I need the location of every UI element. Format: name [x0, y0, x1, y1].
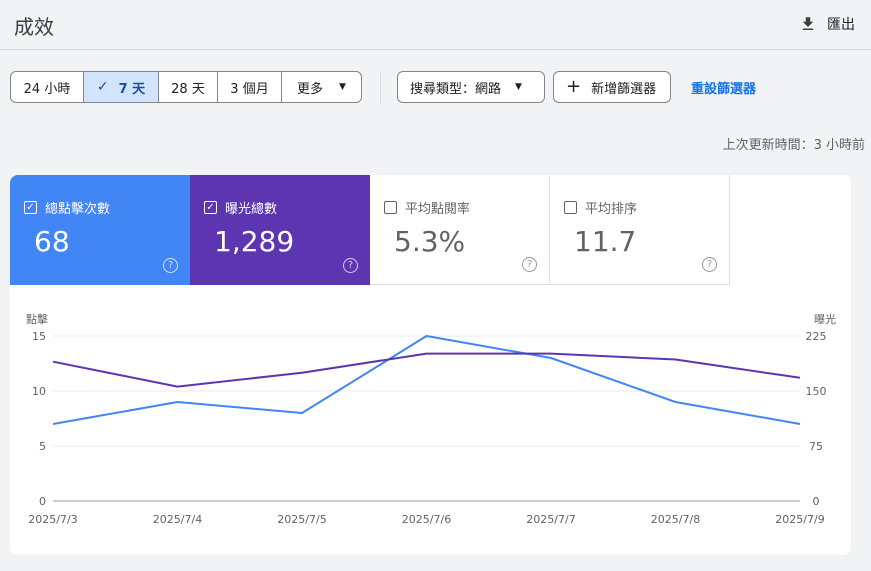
help-icon[interactable]: ? — [163, 258, 178, 273]
date-range-more[interactable]: 更多 ▼ — [282, 72, 361, 102]
metric-average-position[interactable]: 平均排序 11.7 ? — [550, 175, 730, 285]
metric-label-row: ✓ 總點擊次數 — [24, 198, 110, 217]
search-type-dropdown[interactable]: 搜尋類型：網路 ▼ — [397, 71, 545, 103]
date-range-label: 更多 — [297, 81, 324, 97]
x-tick-label: 2025/7/6 — [402, 513, 451, 526]
export-button[interactable]: 匯出 — [799, 10, 855, 38]
metric-value: 1,289 — [214, 225, 295, 258]
y-tick-label-right: 150 — [806, 385, 827, 398]
date-range-3m[interactable]: 3 個月 — [218, 72, 282, 102]
date-range-7d[interactable]: ✓ 7 天 — [84, 72, 159, 102]
metric-value: 5.3% — [394, 225, 466, 258]
divider — [380, 71, 381, 103]
help-icon[interactable]: ? — [702, 257, 717, 272]
x-tick-label: 2025/7/4 — [153, 513, 202, 526]
date-range-28d[interactable]: 28 天 — [159, 72, 218, 102]
y-tick-label-right: 225 — [806, 330, 827, 343]
series-line — [52, 352, 801, 388]
y-tick-label-left: 15 — [32, 330, 46, 343]
x-tick-label: 2025/7/7 — [526, 513, 575, 526]
metric-total-clicks[interactable]: ✓ 總點擊次數 68 ? — [10, 175, 190, 285]
y-tick-label-left: 10 — [32, 385, 46, 398]
add-filter-button[interactable]: + 新增篩選器 — [553, 71, 671, 103]
checkbox-unchecked-icon[interactable] — [384, 201, 397, 214]
help-icon[interactable]: ? — [522, 257, 537, 272]
x-tick-label: 2025/7/8 — [651, 513, 700, 526]
metric-label: 平均點閱率 — [405, 202, 471, 217]
metric-value: 68 — [34, 225, 70, 258]
metric-label: 總點擊次數 — [45, 202, 111, 217]
x-tick-label: 2025/7/5 — [277, 513, 326, 526]
performance-card: ✓ 總點擊次數 68 ? ✓ 曝光總數 1,289 ? 平均點閱率 5.3% ? — [10, 175, 851, 555]
plus-icon: + — [566, 76, 582, 97]
page-title: 成效 — [14, 15, 54, 39]
checkbox-checked-icon[interactable]: ✓ — [24, 201, 37, 214]
x-tick-label: 2025/7/9 — [775, 513, 824, 526]
date-range-label: 7 天 — [118, 81, 146, 97]
caret-down-icon: ▼ — [339, 82, 346, 92]
checkbox-unchecked-icon[interactable] — [564, 201, 577, 214]
date-range-24h[interactable]: 24 小時 — [11, 72, 84, 102]
export-label: 匯出 — [827, 17, 855, 33]
series-line — [52, 335, 801, 425]
y-axis-label-left: 點擊 — [26, 312, 48, 326]
date-range-label: 24 小時 — [23, 81, 71, 97]
y-tick-label-right: 0 — [813, 495, 820, 508]
filter-bar: 24 小時 ✓ 7 天 28 天 3 個月 更多 ▼ 搜尋類型：網路 ▼ + 新… — [10, 71, 756, 103]
metric-label-row: ✓ 曝光總數 — [204, 198, 277, 217]
y-tick-label-left: 0 — [39, 495, 46, 508]
reset-filters-link[interactable]: 重設篩選器 — [691, 81, 757, 97]
caret-down-icon: ▼ — [515, 82, 522, 92]
metric-total-impressions[interactable]: ✓ 曝光總數 1,289 ? — [190, 175, 370, 285]
y-tick-label-left: 5 — [39, 440, 46, 453]
add-filter-label: 新增篩選器 — [591, 81, 657, 97]
metric-average-ctr[interactable]: 平均點閱率 5.3% ? — [370, 175, 550, 285]
metric-label: 曝光總數 — [225, 202, 278, 217]
y-tick-label-right: 75 — [809, 440, 823, 453]
page-header: 成效 匯出 — [0, 0, 871, 50]
date-range-label: 3 個月 — [230, 81, 269, 97]
checkbox-checked-icon[interactable]: ✓ — [204, 201, 217, 214]
chart-series — [52, 335, 801, 425]
x-tick-label: 2025/7/3 — [28, 513, 77, 526]
metric-label-row: 平均排序 — [564, 198, 637, 217]
last-updated-text: 上次更新時間：3 小時前 — [722, 138, 865, 153]
date-range-selector: 24 小時 ✓ 7 天 28 天 3 個月 更多 ▼ — [10, 71, 362, 103]
metric-label-row: 平均點閱率 — [384, 198, 470, 217]
y-axis-label-right: 曝光 — [814, 312, 836, 326]
metric-value: 11.7 — [574, 225, 637, 258]
checkmark-icon: ✓ — [96, 79, 109, 95]
metric-tiles: ✓ 總點擊次數 68 ? ✓ 曝光總數 1,289 ? 平均點閱率 5.3% ? — [10, 175, 730, 285]
help-icon[interactable]: ? — [343, 258, 358, 273]
metric-label: 平均排序 — [585, 202, 638, 217]
date-range-label: 28 天 — [171, 81, 205, 97]
search-type-label: 搜尋類型：網路 — [410, 81, 502, 97]
download-icon — [802, 17, 814, 30]
